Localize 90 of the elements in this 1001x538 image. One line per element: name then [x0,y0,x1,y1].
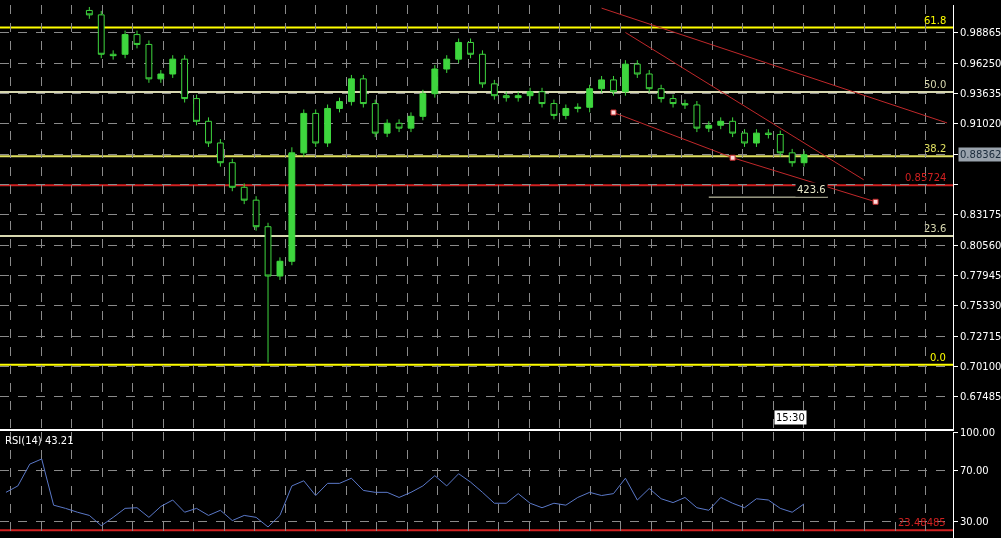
candlestick [336,97,343,113]
candlestick [431,64,439,99]
candlestick [383,118,391,138]
candlestick [502,91,510,103]
y-tick-label: 70.00 [960,465,989,477]
candlestick [753,128,760,148]
candlestick [550,99,558,120]
candlestick [705,120,713,133]
candlestick [157,69,165,84]
candlestick [371,99,379,138]
candlestick [324,104,332,148]
candlestick [479,49,486,89]
candlestick [645,69,653,94]
candlestick [181,54,189,104]
candlestick [717,116,725,130]
annotation: 61.8 [924,15,947,26]
candlestick [776,130,784,158]
candlestick [288,146,296,266]
y-tick-label: 0.80560 [960,239,1001,251]
candlestick [681,99,689,110]
candlestick [348,74,355,107]
y-tick-label: 0.75330 [960,300,1001,312]
y-tick-label: 0.72715 [960,330,1001,342]
candlestick [85,6,93,20]
candlestick [97,10,105,59]
y-tick-label: 0.91020 [960,118,1001,130]
candlestick [669,94,677,109]
candlestick [205,116,212,148]
candlestick [359,74,367,109]
y-tick-label: 0.67485 [960,391,1001,403]
candlestick [121,30,129,59]
candlestick [216,138,224,168]
candlestick [788,148,796,168]
candlestick [276,256,284,281]
annotation: 0.0 [930,352,946,363]
candlestick [538,87,546,109]
candlestick [252,195,260,232]
candlestick [228,158,236,192]
y-tick-label: 0.77945 [960,269,1001,281]
point [610,109,617,116]
ref-line-label: 23.48485 [898,517,946,528]
candlestick [598,75,605,94]
candlestick [586,84,594,113]
point [872,198,879,205]
candlestick [300,108,308,158]
candlestick [610,75,617,97]
annotation: 38.2 [924,143,947,154]
candlestick [145,39,153,84]
candlestick [407,111,415,133]
candlestick [764,128,772,139]
y-tick-label: 0.83175 [960,209,1001,221]
candlestick [729,116,737,138]
ref-line-label: 0.85724 [905,172,947,183]
candlestick [312,108,320,148]
chart-title: RSI(14) 43.21 [5,435,74,446]
y-tick-label: 0.93635 [960,88,1001,100]
y-tick-label: 100.00 [960,426,995,438]
y-tick-label: 0.96250 [960,57,1001,69]
candlestick [133,30,141,49]
candlestick [109,49,117,61]
candlestick [562,104,570,120]
candlestick [526,87,534,101]
point [729,154,736,161]
candlestick [741,128,748,148]
annotation: 23.6 [924,223,947,234]
candlestick [800,150,808,168]
line-series [5,458,805,528]
annotation: 50.0 [924,79,947,90]
annotation: 423.6 [797,184,826,195]
candlestick [193,94,200,126]
candlestick [395,118,403,133]
candlestick [633,59,641,79]
candlestick [443,54,451,74]
y-tick-label: 0.98865 [960,27,1001,39]
candlestick [490,79,498,101]
candlestick [574,102,582,113]
candlestick [657,84,665,104]
candlestick [621,59,629,97]
annotation: 15:30 [776,412,805,423]
candlestick [514,91,522,103]
candlestick [264,222,272,363]
candlestick [419,89,427,121]
candlestick [169,54,177,79]
candlestick [455,38,463,64]
candlestick [240,182,248,205]
text: 0.88362 [960,149,1001,160]
candlestick [467,38,474,59]
candlestick [693,100,701,133]
y-tick-label: 30.00 [960,516,989,528]
y-tick-label: 0.70100 [960,360,1001,372]
